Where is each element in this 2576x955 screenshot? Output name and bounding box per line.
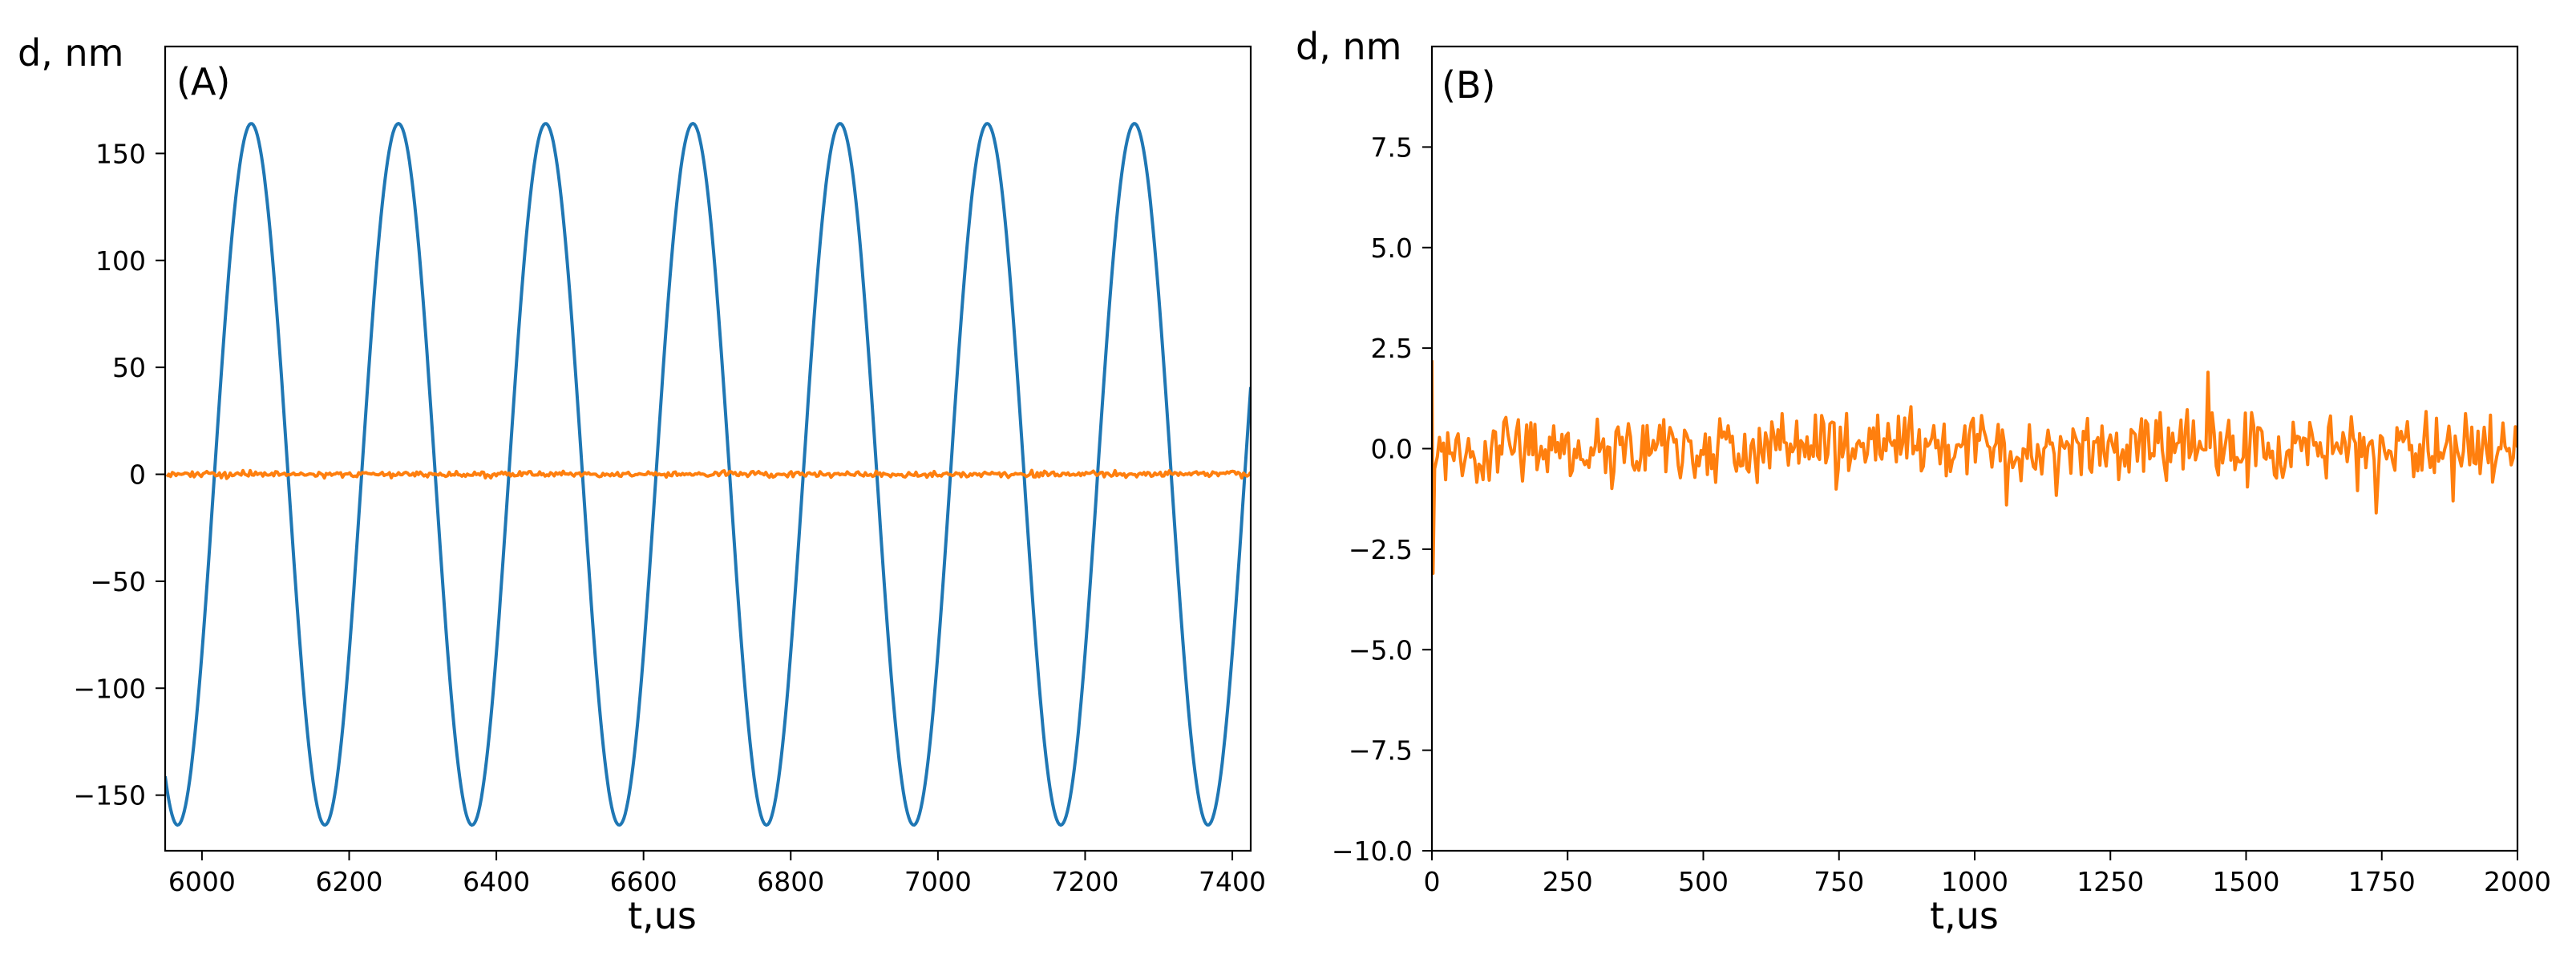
panel-a-xtick-label: 7400 [1199, 866, 1266, 897]
panel-a-label: (A) [176, 60, 230, 103]
panel-a-ylabel: d, nm [18, 31, 123, 75]
panel-a-ytick-label: −50 [90, 566, 146, 597]
panel-a-ytick-label: 100 [95, 245, 146, 277]
panel-b-xtick-label: 500 [1678, 866, 1729, 897]
panel-a: d, nm (A) 6000 6200 6400 6600 6800 7000 7200 74… [18, 31, 1266, 937]
panel-a-series-blue-line [165, 122, 1251, 827]
panel-a-xtick-label: 6000 [168, 866, 236, 897]
panel-b-ytick-label: 7.5 [1371, 132, 1413, 163]
panel-a-series-orange-line [165, 468, 1251, 480]
panel-b-series-group [1432, 360, 2517, 575]
panel-b-series-orange-line [1432, 360, 2517, 575]
panel-b-ytick-label: −5.0 [1349, 634, 1413, 666]
panel-b-xtick-label: 1250 [2077, 866, 2144, 897]
panel-a-xtick-label: 7000 [904, 866, 972, 897]
panel-a-plot-area [164, 45, 1252, 852]
panel-b-xtick-label: 1500 [2213, 866, 2280, 897]
panel-a-ytick-label: −100 [73, 673, 146, 704]
panel-b-ytick-label: 0.0 [1371, 434, 1413, 465]
panel-b-xtick-label: 0 [1424, 866, 1441, 897]
panel-b-ticks: 0 250 500 750 1000 1250 1500 1750 2000 −10.0 −7.5 −… [1332, 132, 2551, 897]
panel-b: d, nm (B) 0 250 500 750 1000 1250 1500 1750 2000… [1296, 25, 2551, 937]
panel-a-xlabel: t,us [628, 894, 697, 937]
panel-b-ylabel: d, nm [1296, 25, 1401, 68]
panel-b-ytick-label: −2.5 [1349, 534, 1413, 565]
panel-b-ytick-label: −10.0 [1332, 836, 1413, 867]
panel-b-xtick-label: 1000 [1941, 866, 2008, 897]
panel-b-label: (B) [1442, 63, 1495, 107]
panel-a-ytick-label: 50 [112, 352, 146, 383]
panel-a-xtick-label: 7200 [1051, 866, 1118, 897]
panel-a-ytick-label: 0 [129, 459, 146, 491]
panel-b-xtick-label: 1750 [2348, 866, 2416, 897]
panel-b-xtick-label: 2000 [2484, 866, 2551, 897]
panel-b-xlabel: t,us [1930, 894, 1999, 937]
panel-a-axes-frame [164, 45, 1252, 852]
panel-a-ytick-label: −150 [73, 780, 146, 811]
panel-a-series-group [165, 122, 1251, 827]
panel-b-ytick-label: 2.5 [1371, 333, 1413, 364]
panel-b-ytick-label: −7.5 [1349, 735, 1413, 767]
panel-b-ytick-label: 5.0 [1371, 233, 1413, 264]
panel-a-xtick-label: 6800 [757, 866, 824, 897]
panel-a-ticks: 6000 6200 6400 6600 6800 7000 7200 7400 −150 −100… [73, 138, 1266, 897]
panel-b-xtick-label: 750 [1814, 866, 1864, 897]
panel-a-ytick-label: 150 [95, 138, 146, 169]
panel-b-xtick-label: 250 [1543, 866, 1593, 897]
panel-a-xtick-label: 6600 [610, 866, 677, 897]
panel-a-xtick-label: 6200 [315, 866, 382, 897]
panel-a-xtick-label: 6400 [463, 866, 530, 897]
